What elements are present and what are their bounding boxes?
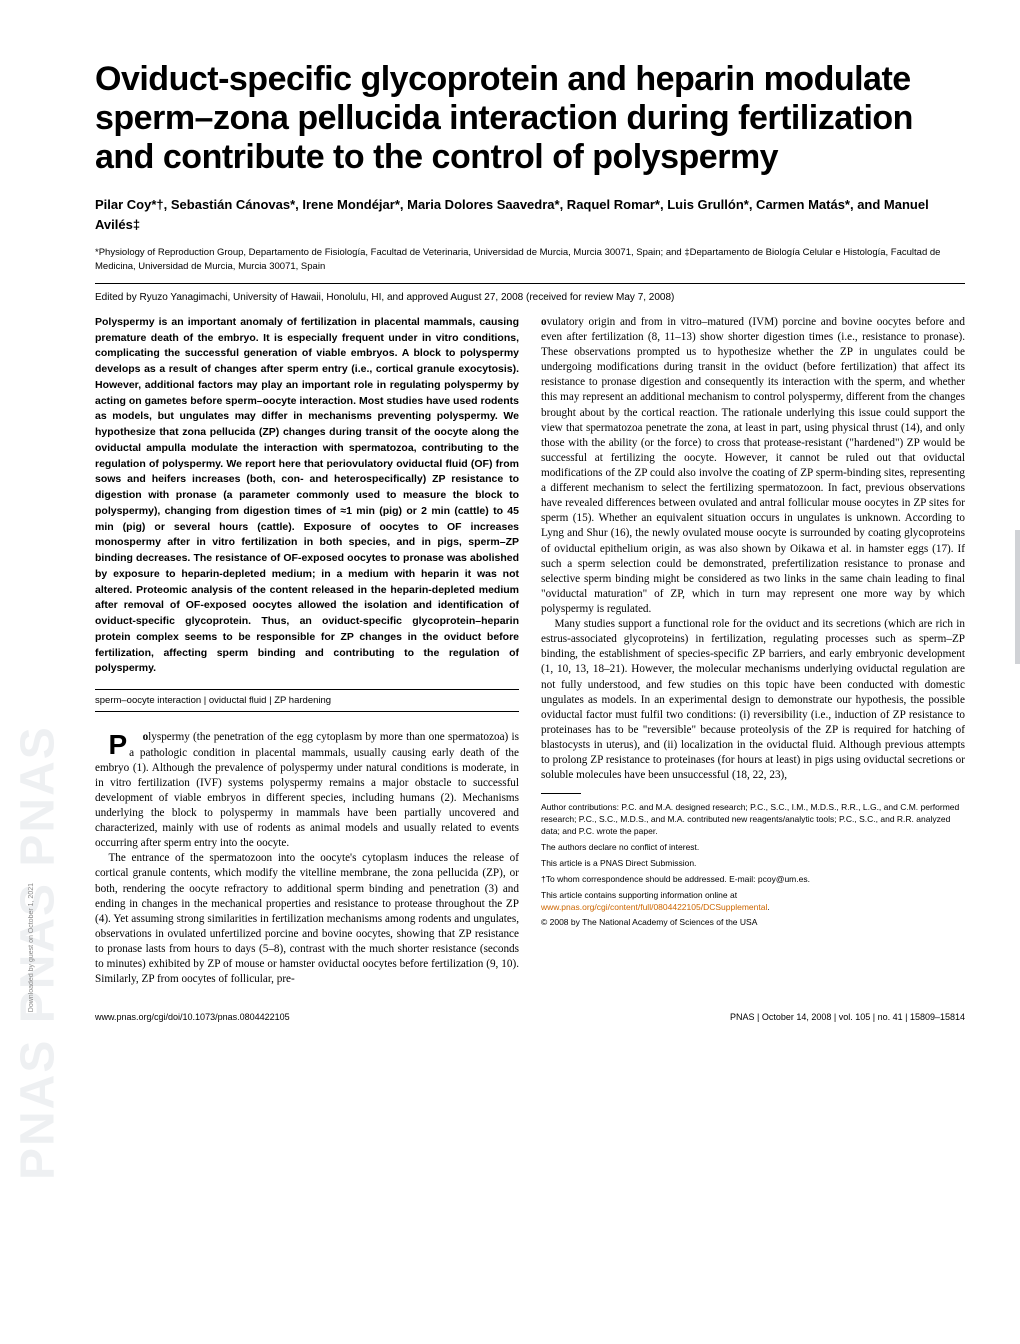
supporting-link[interactable]: www.pnas.org/cgi/content/full/0804422105… xyxy=(541,902,767,912)
copyright: © 2008 by The National Academy of Scienc… xyxy=(541,917,965,929)
submission-type: This article is a PNAS Direct Submission… xyxy=(541,858,965,870)
right-column: ovulatory origin and from in vitro–matur… xyxy=(541,315,965,987)
article-title: Oviduct-specific glycoprotein and hepari… xyxy=(95,60,965,177)
correspondence: †To whom correspondence should be addres… xyxy=(541,874,965,886)
paragraph-1: Polyspermy (the penetration of the egg c… xyxy=(95,730,519,851)
authors-list: Pilar Coy*†, Sebastián Cánovas*, Irene M… xyxy=(95,195,965,234)
divider-top xyxy=(95,283,965,284)
keywords: sperm–oocyte interaction | oviductal flu… xyxy=(95,689,519,712)
drop-cap: P xyxy=(95,730,129,757)
two-column-body: Polyspermy is an important anomaly of fe… xyxy=(95,315,965,987)
body-text-left: Polyspermy (the penetration of the egg c… xyxy=(95,730,519,987)
supporting-info: This article contains supporting informa… xyxy=(541,890,965,914)
citation-info: PNAS | October 14, 2008 | vol. 105 | no.… xyxy=(730,1012,965,1022)
conflict-statement: The authors declare no conflict of inter… xyxy=(541,842,965,854)
footnotes: Author contributions: P.C. and M.A. desi… xyxy=(541,802,965,929)
supporting-text: This article contains supporting informa… xyxy=(541,890,737,900)
paragraph-2: The entrance of the spermatozoon into th… xyxy=(95,851,519,987)
left-column: Polyspermy is an important anomaly of fe… xyxy=(95,315,519,987)
p1-rest: olyspermy (the penetration of the egg cy… xyxy=(95,731,519,849)
doi: www.pnas.org/cgi/doi/10.1073/pnas.080442… xyxy=(95,1012,290,1022)
col2-p2: Many studies support a functional role f… xyxy=(541,617,965,783)
author-contributions: Author contributions: P.C. and M.A. desi… xyxy=(541,802,965,838)
page-footer: www.pnas.org/cgi/doi/10.1073/pnas.080442… xyxy=(95,1012,965,1022)
category-side-label: DEVELOPMENTAL BIOLOGY xyxy=(1015,530,1020,664)
affiliations: *Physiology of Reproduction Group, Depar… xyxy=(95,246,965,273)
col2-p1: ovulatory origin and from in vitro–matur… xyxy=(541,315,965,617)
edited-by: Edited by Ryuzo Yanagimachi, University … xyxy=(95,292,965,303)
body-text-right: ovulatory origin and from in vitro–matur… xyxy=(541,315,965,783)
supporting-period: . xyxy=(767,902,769,912)
abstract: Polyspermy is an important anomaly of fe… xyxy=(95,315,519,677)
footnote-divider xyxy=(541,793,581,794)
